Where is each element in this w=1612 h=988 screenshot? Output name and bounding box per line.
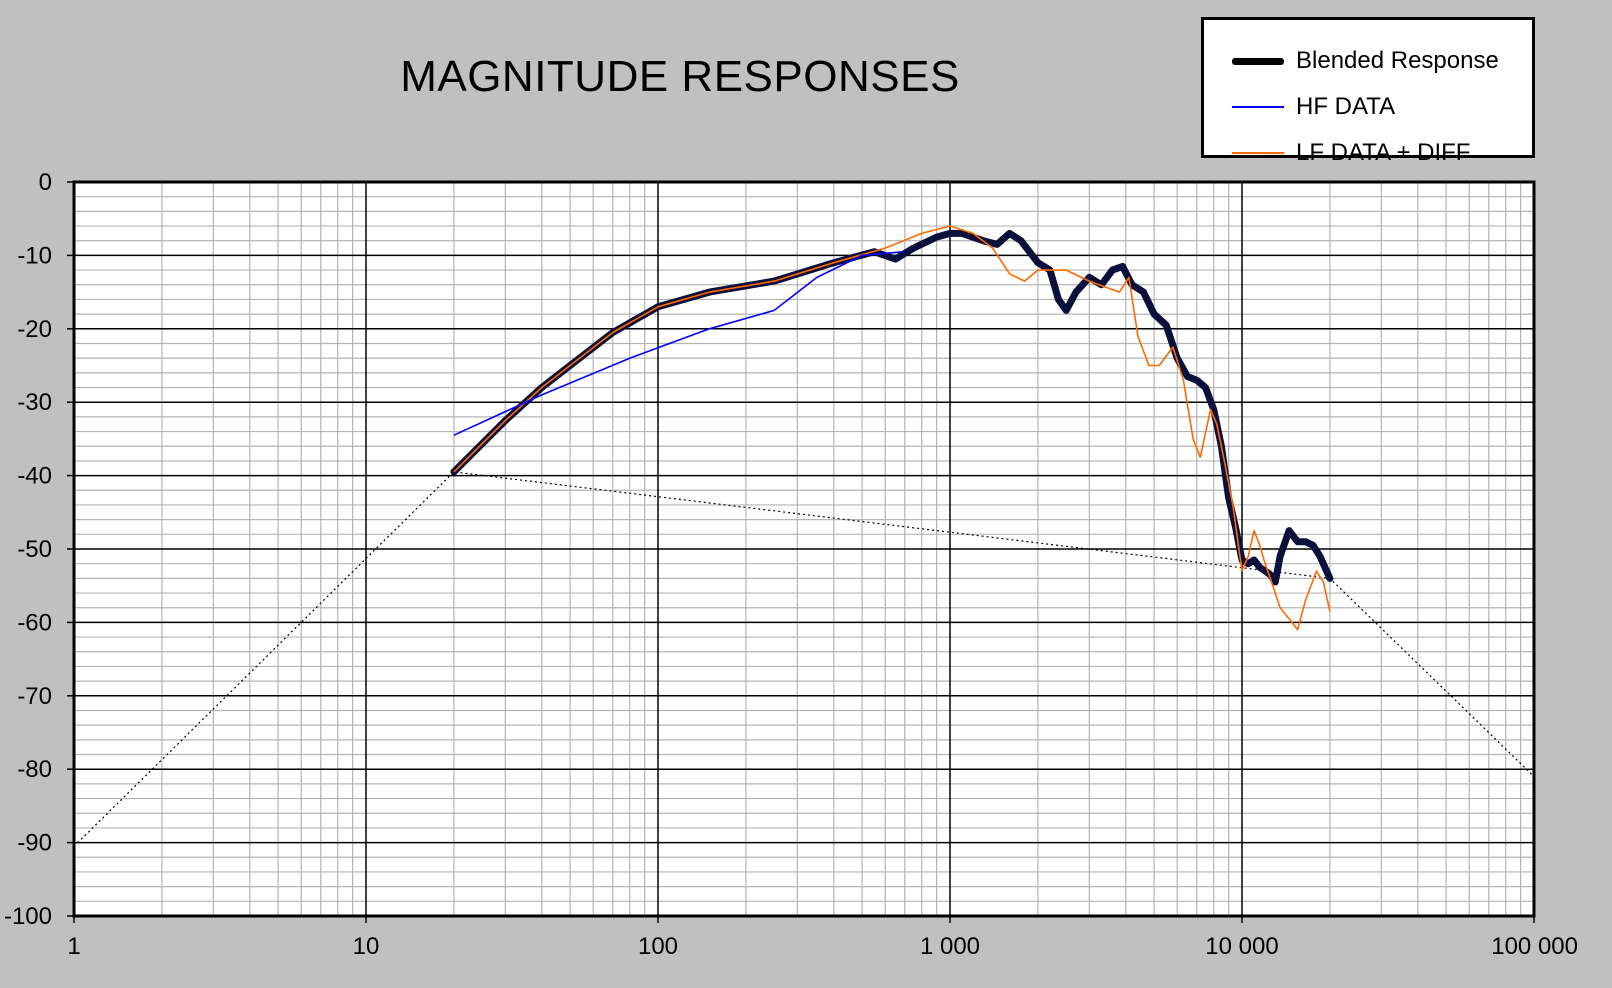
y-tick-label: -40 [17, 463, 52, 490]
x-tick-label: 10 000 [1205, 933, 1278, 960]
series-lf-data-diff [453, 225, 1331, 631]
legend-label-lf: LF DATA + DIFF [1296, 139, 1471, 166]
legend-item-blended: Blended Response [1232, 46, 1499, 76]
extrapolation-dotted-line [73, 471, 1535, 847]
y-tick-label: -50 [17, 536, 52, 563]
y-tick-label: -20 [17, 316, 52, 343]
legend-label-blended: Blended Response [1296, 47, 1499, 74]
y-tick-label: -90 [17, 830, 52, 857]
y-tick-label: -60 [17, 609, 52, 636]
x-tick-label: 1 000 [920, 933, 980, 960]
x-tick-label: 100 000 [1491, 933, 1578, 960]
y-tick-label: -70 [17, 683, 52, 710]
y-tick-label: 0 [39, 169, 52, 196]
x-tick-label: 10 [353, 933, 380, 960]
legend: Blended Response HF DATA LF DATA + DIFF [1201, 17, 1535, 166]
y-tick-label: -10 [17, 242, 52, 269]
series-hf-data [453, 250, 905, 436]
series-layer [73, 225, 1535, 847]
legend-item-lf: LF DATA + DIFF [1232, 138, 1470, 168]
y-tick-label: -100 [4, 903, 52, 930]
y-tick-label: -30 [17, 389, 52, 416]
y-tick-label: -80 [17, 756, 52, 783]
x-tick-label: 1 [67, 933, 80, 960]
legend-swatch-hf [1232, 106, 1284, 108]
chart-title: MAGNITUDE RESPONSES [400, 52, 960, 101]
legend-item-hf: HF DATA [1232, 92, 1395, 122]
legend-swatch-lf [1232, 152, 1284, 154]
y-axis-ticks: 0 -10 -20 -30 -40 -50 -60 -70 -80 -90 -100 [4, 169, 74, 930]
legend-swatch-blended [1232, 57, 1284, 65]
x-axis-ticks: 1 10 100 1 000 10 000 100 000 [67, 916, 1578, 960]
x-tick-label: 100 [638, 933, 678, 960]
legend-label-hf: HF DATA [1296, 93, 1396, 120]
